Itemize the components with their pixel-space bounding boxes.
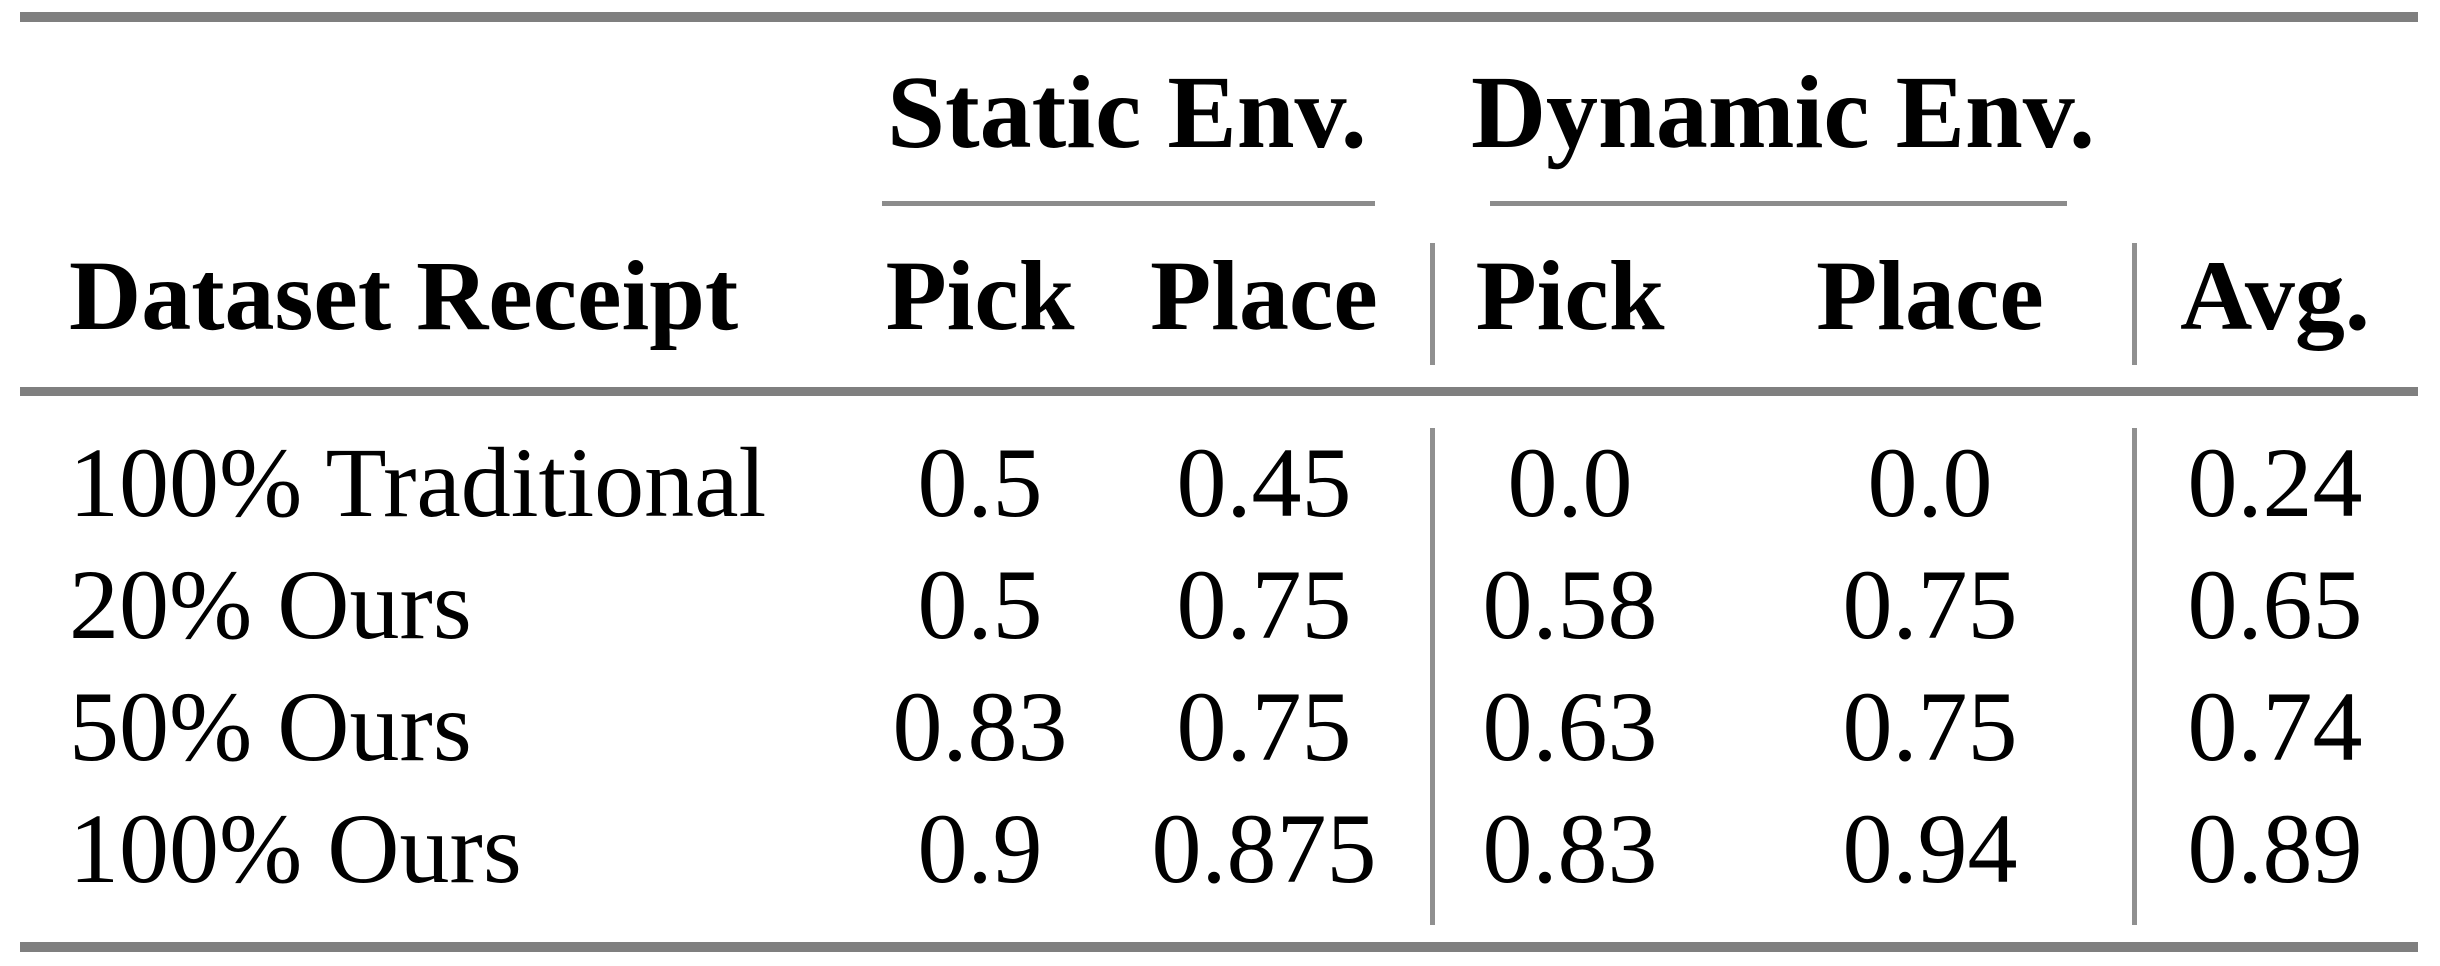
table-row: 100% Traditional 0.5 0.45 0.0 0.0 0.24 (0, 433, 2440, 533)
table-row: 100% Ours 0.9 0.875 0.83 0.94 0.89 (0, 799, 2440, 899)
column-header-avg: Avg. (2180, 240, 2370, 351)
cell-static-pick: 0.83 (892, 671, 1068, 782)
column-header-dynamic-pick: Pick (1475, 240, 1665, 351)
column-header-static-pick: Pick (885, 240, 1075, 351)
vertical-rule-avg-header (2132, 243, 2137, 365)
cell-static-pick: 0.5 (917, 427, 1043, 538)
cell-avg: 0.74 (2187, 671, 2363, 782)
group-header-dynamic-env: Dynamic Env. (1470, 55, 2096, 170)
cell-dynamic-pick: 0.83 (1482, 793, 1658, 904)
dynamic-env-underline (1490, 201, 2067, 206)
cell-dynamic-place: 0.75 (1842, 549, 2018, 660)
column-header-dataset-receipt: Dataset Receipt (69, 240, 739, 351)
group-header-row: Static Env. Dynamic Env. (0, 61, 2440, 165)
cell-dynamic-place: 0.94 (1842, 793, 2018, 904)
cell-dataset: 20% Ours (69, 549, 472, 660)
static-env-underline (882, 201, 1375, 206)
column-header-row: Dataset Receipt Pick Place Pick Place Av… (0, 246, 2440, 346)
column-header-static-place: Place (1150, 240, 1378, 351)
cell-dynamic-pick: 0.58 (1482, 549, 1658, 660)
group-header-static-env: Static Env. (887, 55, 1367, 170)
table-top-rule (20, 12, 2418, 22)
vertical-rule-static-dynamic-body (1430, 428, 1435, 925)
table-row: 20% Ours 0.5 0.75 0.58 0.75 0.65 (0, 555, 2440, 655)
cell-dataset: 50% Ours (69, 671, 472, 782)
vertical-rule-static-dynamic-header (1430, 243, 1435, 365)
cell-dynamic-pick: 0.0 (1507, 427, 1633, 538)
cell-static-pick: 0.9 (917, 793, 1043, 904)
cell-static-place: 0.45 (1176, 427, 1352, 538)
table-bottom-rule (20, 942, 2418, 952)
cell-static-place: 0.875 (1151, 793, 1377, 904)
cell-dynamic-pick: 0.63 (1482, 671, 1658, 782)
cell-avg: 0.89 (2187, 793, 2363, 904)
cell-dataset: 100% Traditional (69, 427, 767, 538)
column-header-dynamic-place: Place (1816, 240, 2044, 351)
table-header-rule (20, 387, 2418, 396)
table-row: 50% Ours 0.83 0.75 0.63 0.75 0.74 (0, 677, 2440, 777)
vertical-rule-avg-body (2132, 428, 2137, 925)
cell-avg: 0.24 (2187, 427, 2363, 538)
cell-static-pick: 0.5 (917, 549, 1043, 660)
cell-dynamic-place: 0.75 (1842, 671, 2018, 782)
cell-dataset: 100% Ours (69, 793, 522, 904)
cell-dynamic-place: 0.0 (1867, 427, 1993, 538)
cell-static-place: 0.75 (1176, 549, 1352, 660)
cell-avg: 0.65 (2187, 549, 2363, 660)
cell-static-place: 0.75 (1176, 671, 1352, 782)
